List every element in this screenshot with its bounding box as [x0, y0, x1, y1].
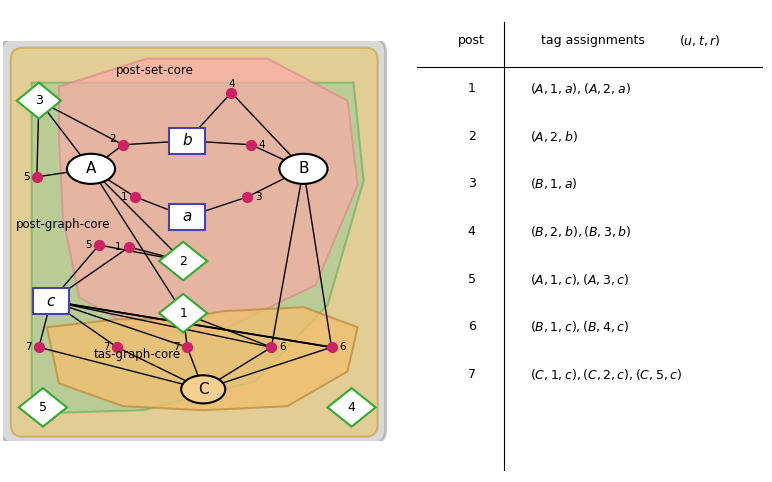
Polygon shape — [17, 82, 61, 119]
Polygon shape — [159, 242, 207, 281]
Text: 7: 7 — [173, 342, 180, 352]
Polygon shape — [19, 388, 67, 427]
Point — [266, 343, 278, 351]
Point — [325, 343, 337, 351]
Point — [117, 141, 129, 148]
Text: 5: 5 — [39, 401, 47, 414]
Text: 3: 3 — [255, 192, 262, 202]
Ellipse shape — [67, 154, 115, 184]
Text: 3: 3 — [35, 94, 42, 107]
Text: 6: 6 — [468, 320, 476, 333]
Text: 6: 6 — [279, 342, 286, 352]
Text: $(B,2,b),(B,3,b)$: $(B,2,b),(B,3,b)$ — [530, 224, 631, 239]
Point — [123, 243, 135, 251]
Polygon shape — [32, 82, 364, 413]
Text: $(C,1,c),(C,2,c),(C,5,c)$: $(C,1,c),(C,2,c),(C,5,c)$ — [530, 367, 682, 382]
Text: $(A,1,c),(A,3,c)$: $(A,1,c),(A,3,c)$ — [530, 272, 629, 287]
Point — [129, 193, 141, 201]
Text: post: post — [459, 34, 486, 47]
Text: tas-graph-core: tas-graph-core — [93, 348, 181, 361]
Text: $(A,1,a),(A,2,a)$: $(A,1,a),(A,2,a)$ — [530, 81, 631, 96]
Point — [93, 241, 105, 249]
Text: $(B,1,a)$: $(B,1,a)$ — [530, 176, 577, 191]
Text: 1: 1 — [115, 242, 121, 252]
Point — [32, 343, 45, 351]
Text: 2: 2 — [468, 130, 476, 143]
Text: A: A — [86, 161, 96, 176]
Text: $(u,t,r)$: $(u,t,r)$ — [679, 33, 720, 48]
Text: 7: 7 — [468, 368, 476, 381]
Text: 1: 1 — [179, 307, 187, 320]
Text: b: b — [182, 133, 192, 148]
Text: 4: 4 — [228, 79, 235, 89]
Text: 5: 5 — [85, 240, 92, 250]
Text: C: C — [198, 382, 208, 397]
Text: 7: 7 — [25, 342, 32, 352]
Point — [245, 141, 258, 148]
Text: 6: 6 — [339, 342, 346, 352]
Text: 4: 4 — [259, 140, 266, 150]
Ellipse shape — [279, 154, 327, 184]
FancyBboxPatch shape — [11, 48, 378, 437]
Text: $(B,1,c),(B,4,c)$: $(B,1,c),(B,4,c)$ — [530, 319, 629, 334]
Text: post-set-core: post-set-core — [117, 64, 194, 77]
Text: 5: 5 — [22, 172, 29, 182]
Text: 1: 1 — [121, 192, 127, 202]
FancyBboxPatch shape — [169, 204, 205, 230]
Text: 4: 4 — [468, 225, 476, 238]
Text: 1: 1 — [468, 82, 476, 95]
Text: 2: 2 — [179, 254, 187, 268]
Point — [111, 343, 124, 351]
FancyBboxPatch shape — [33, 288, 69, 314]
Text: tag assignments: tag assignments — [540, 34, 648, 47]
Text: 5: 5 — [468, 273, 476, 286]
Point — [225, 89, 238, 96]
Point — [31, 173, 43, 181]
Text: c: c — [46, 294, 55, 308]
Text: 7: 7 — [103, 342, 110, 352]
Point — [241, 193, 253, 201]
Text: 2: 2 — [110, 134, 117, 144]
Text: $(A,2,b)$: $(A,2,b)$ — [530, 129, 577, 144]
Text: a: a — [182, 210, 192, 225]
Text: B: B — [298, 161, 309, 176]
Text: 3: 3 — [468, 177, 476, 190]
Polygon shape — [327, 388, 376, 427]
Polygon shape — [159, 294, 207, 333]
Text: post-graph-core: post-graph-core — [15, 218, 110, 231]
Polygon shape — [59, 59, 357, 331]
Ellipse shape — [181, 375, 225, 403]
Point — [181, 343, 193, 351]
Text: 4: 4 — [347, 401, 356, 414]
FancyBboxPatch shape — [1, 39, 386, 443]
Polygon shape — [47, 307, 357, 410]
FancyBboxPatch shape — [169, 128, 205, 154]
